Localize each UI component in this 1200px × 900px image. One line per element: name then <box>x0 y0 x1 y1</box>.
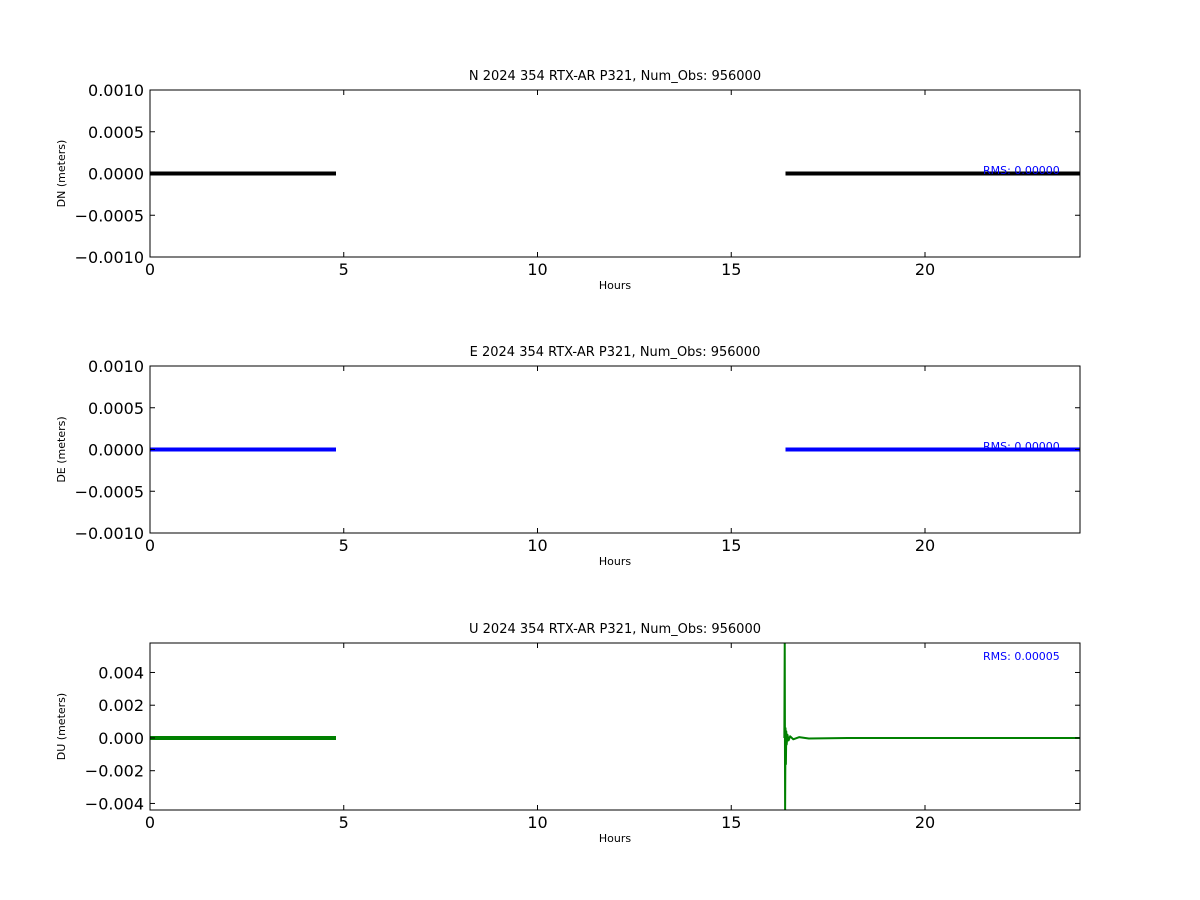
x-tick-label: 0 <box>145 813 155 832</box>
x-tick-label: 0 <box>145 536 155 555</box>
rms-annotation: RMS: 0.00005 <box>983 650 1060 663</box>
subplot-title: N 2024 354 RTX-AR P321, Num_Obs: 956000 <box>469 69 761 84</box>
y-axis-label: DE (meters) <box>55 416 68 482</box>
y-tick-label: −0.0005 <box>75 482 144 501</box>
y-tick-label: −0.0005 <box>75 206 144 225</box>
y-tick-label: 0.0010 <box>88 81 144 100</box>
x-tick-label: 20 <box>915 813 935 832</box>
y-tick-label: 0.0000 <box>88 441 144 460</box>
axes-frame <box>149 642 1081 811</box>
y-tick-label: −0.0010 <box>75 524 144 543</box>
subplot-title: U 2024 354 RTX-AR P321, Num_Obs: 956000 <box>469 622 761 637</box>
x-tick-label: 20 <box>915 536 935 555</box>
y-tick-label: 0.0005 <box>88 123 144 142</box>
y-tick-label: 0.002 <box>98 696 144 715</box>
y-tick-label: 0.0000 <box>88 165 144 184</box>
x-tick-label: 15 <box>721 813 741 832</box>
subplot-0: 0 5 10 15 20 0.0010 0.0005 0.0000 −0.0005 −0.0010… <box>55 69 1081 292</box>
x-axis-label: Hours <box>599 832 631 845</box>
x-tick-label: 5 <box>339 260 349 279</box>
x-tick-label: 20 <box>915 260 935 279</box>
subplot-1: 0 5 10 15 20 0.0010 0.0005 0.0000 −0.0005 −0.0010… <box>55 345 1081 568</box>
x-tick-label: 10 <box>527 813 547 832</box>
subplot-title: E 2024 354 RTX-AR P321, Num_Obs: 956000 <box>470 345 761 360</box>
x-axis-label: Hours <box>599 555 631 568</box>
x-axis-label: Hours <box>599 279 631 292</box>
data-line <box>783 643 1080 810</box>
subplot-2: 0 5 10 15 20 0.004 0.002 0.000 −0.002 −0.004 U 202… <box>55 622 1081 845</box>
y-tick-label: 0.0010 <box>88 357 144 376</box>
x-tick-label: 0 <box>145 260 155 279</box>
x-tick-label: 5 <box>339 813 349 832</box>
x-tick-label: 15 <box>721 260 741 279</box>
y-tick-label: −0.002 <box>85 762 144 781</box>
rms-annotation: RMS: 0.00000 <box>983 440 1060 453</box>
x-tick-label: 10 <box>527 260 547 279</box>
y-tick-label: −0.0010 <box>75 248 144 267</box>
y-tick-label: 0.000 <box>98 729 144 748</box>
x-tick-label: 5 <box>339 536 349 555</box>
x-tick-label: 10 <box>527 536 547 555</box>
y-axis-label: DN (meters) <box>55 140 68 208</box>
y-axis-label: DU (meters) <box>55 693 68 760</box>
rms-annotation: RMS: 0.00000 <box>983 164 1060 177</box>
y-tick-label: −0.004 <box>85 794 144 813</box>
x-tick-label: 15 <box>721 536 741 555</box>
y-tick-label: 0.0005 <box>88 399 144 418</box>
y-tick-label: 0.004 <box>98 663 144 682</box>
